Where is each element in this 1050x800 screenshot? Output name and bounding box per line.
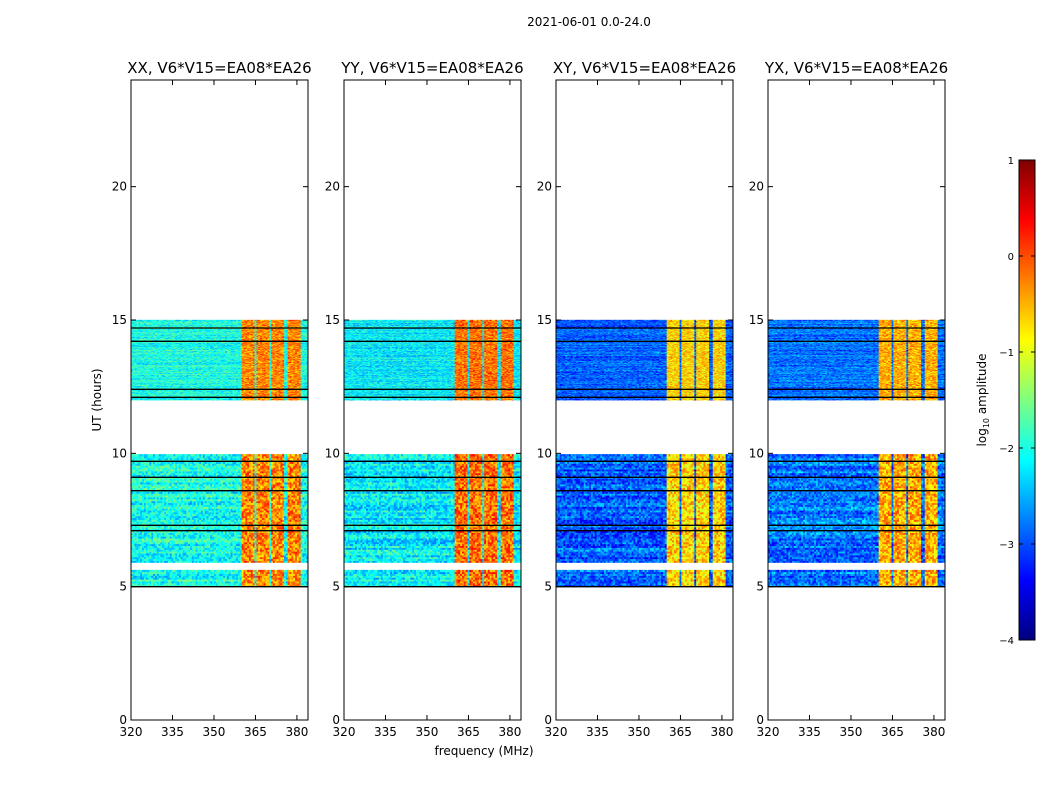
figure: 2021-06-01 0.0-24.0 XX, V6*V15=EA08*EA26…	[0, 0, 1050, 800]
heatmap-cells	[131, 320, 308, 587]
panel-title: XX, V6*V15=EA08*EA26	[127, 59, 311, 77]
suptitle: 2021-06-01 0.0-24.0	[527, 15, 651, 29]
